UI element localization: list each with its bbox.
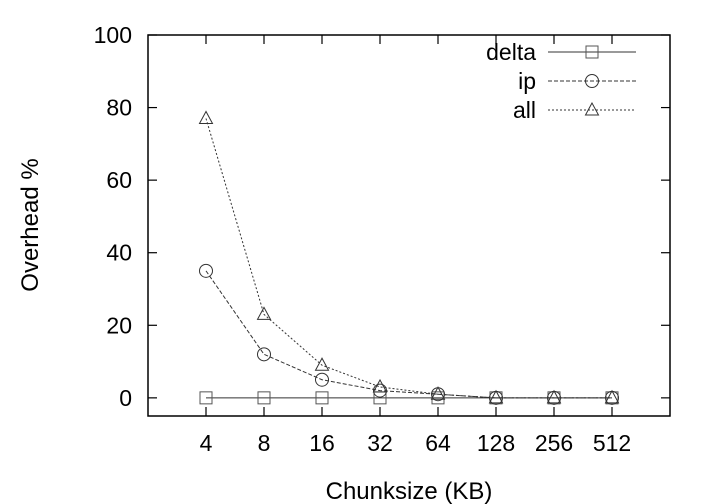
series-all — [198, 110, 620, 404]
data-point-all — [314, 357, 330, 371]
data-point-ip — [199, 263, 213, 278]
series-ip — [199, 263, 619, 405]
data-point-delta — [315, 391, 329, 405]
data-point-all — [430, 386, 446, 400]
legend-label-ip: ip — [518, 68, 536, 94]
series-group — [198, 110, 620, 405]
y-tick-label: 60 — [106, 167, 132, 193]
legend-label-all: all — [513, 97, 536, 123]
x-tick-label: 256 — [535, 430, 573, 456]
series-line-ip — [205, 270, 612, 399]
x-tick-label: 64 — [425, 430, 451, 456]
x-tick-label: 8 — [258, 430, 271, 456]
data-point-ip — [373, 383, 387, 398]
y-tick-label: 100 — [94, 22, 132, 48]
y-tick-label: 80 — [106, 95, 132, 121]
plot-frame — [147, 34, 671, 417]
x-tick-label: 128 — [477, 430, 515, 456]
legend-label-delta: delta — [486, 39, 536, 65]
x-tick-label: 16 — [309, 430, 335, 456]
x-axis-label: Chunksize (KB) — [326, 478, 493, 504]
data-point-all — [604, 389, 620, 404]
y-tick-label: 0 — [119, 385, 132, 411]
y-axis-label: Overhead % — [17, 158, 44, 291]
x-tick-label: 512 — [593, 430, 631, 456]
data-point-ip — [257, 347, 271, 362]
legend-marker-ip — [585, 74, 599, 88]
x-tick-label: 4 — [200, 430, 213, 456]
data-point-all — [256, 306, 272, 320]
x-tick-label: 32 — [367, 430, 393, 456]
legend-marker-delta — [585, 45, 599, 59]
legend: delta ip all — [486, 39, 636, 123]
data-point-all — [372, 378, 388, 393]
y-axis: 0 20 40 60 80 100 — [94, 22, 670, 411]
data-point-all — [488, 389, 504, 404]
series-line-all — [205, 118, 612, 399]
data-point-all — [546, 389, 562, 404]
data-point-all — [198, 110, 214, 124]
y-tick-label: 20 — [106, 312, 132, 338]
data-point-delta — [257, 391, 271, 405]
data-point-delta — [199, 391, 213, 405]
y-tick-label: 40 — [106, 240, 132, 266]
data-point-ip — [315, 372, 329, 387]
legend-marker-all — [584, 101, 600, 116]
x-axis: 4 8 16 32 64 128 256 512 — [200, 35, 631, 456]
